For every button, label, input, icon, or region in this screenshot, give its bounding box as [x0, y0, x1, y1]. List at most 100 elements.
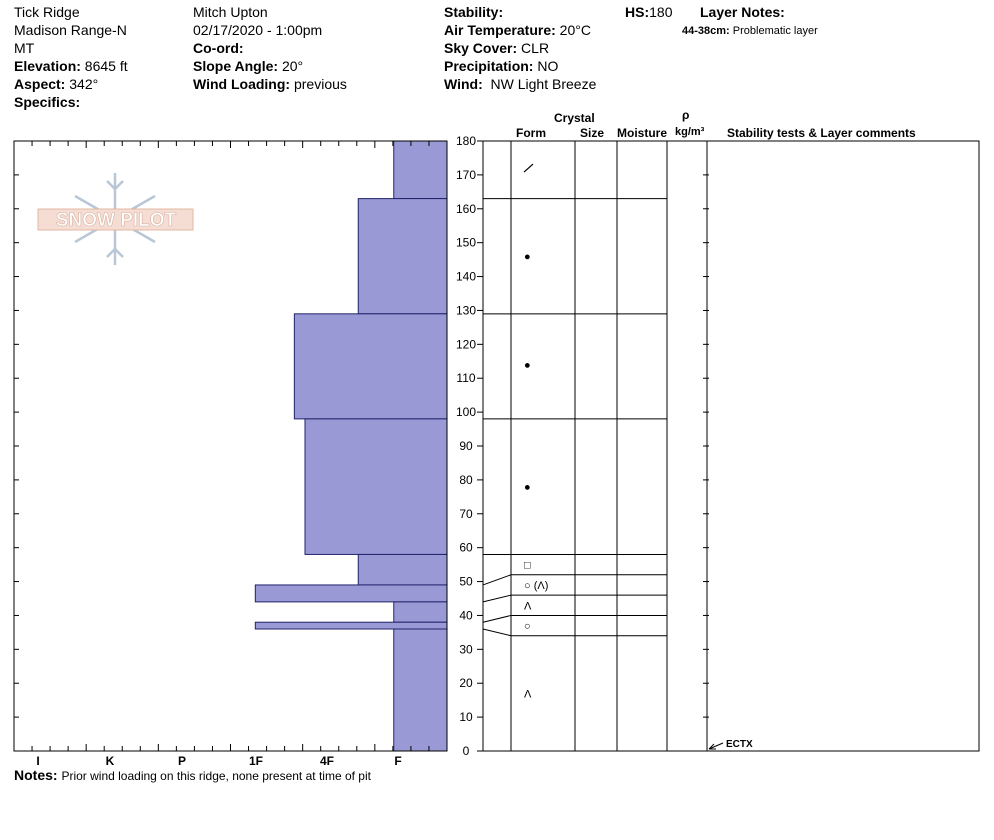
slope-field: Slope Angle: 20°	[193, 57, 303, 75]
air-temp-label: Air Temperature:	[444, 22, 556, 38]
air-temp-field: Air Temperature: 20°C	[444, 21, 591, 39]
layer-connector-line	[482, 594, 512, 603]
precip-value: NO	[537, 58, 559, 74]
observer-name: Mitch Upton	[193, 4, 268, 20]
precip-field: Precipitation: NO	[444, 57, 558, 75]
layer-table-frame	[482, 140, 980, 752]
layer-connector-line	[482, 574, 512, 586]
elevation-label: Elevation:	[14, 58, 81, 74]
hs-field: HS:180	[625, 3, 672, 21]
y-tick-label: 0	[463, 744, 470, 758]
layer-table: ● ● ● □ ○ (Λ) Λ ○ Λ	[482, 140, 980, 752]
sky-cover-value: CLR	[521, 40, 550, 56]
hardness-bar	[393, 601, 448, 623]
hs-label: HS:	[625, 4, 650, 20]
crystal-form-symbol: ●	[524, 251, 531, 263]
logo-text: SNOW PILOT	[56, 210, 177, 231]
y-tick-label: 100	[456, 405, 476, 419]
y-tick-label: 150	[456, 236, 476, 250]
range-name: Madison Range-N	[14, 22, 127, 38]
wind-label: Wind:	[444, 76, 483, 92]
chart-axes: I K P 1F 4F F 0 10 20 30 40 50 60 70 80 90 100 110 120 130 1…	[13, 134, 709, 768]
sky-cover-label: Sky Cover:	[444, 40, 518, 56]
y-tick-label: 110	[456, 371, 475, 385]
y-tick-label: 120	[456, 337, 476, 351]
x-tick-label: 4F	[320, 754, 334, 768]
ectx-arrow-head	[708, 743, 715, 750]
specifics-label: Specifics:	[14, 94, 81, 110]
location-name: Tick Ridge	[14, 4, 80, 20]
moisture-header: Moisture	[617, 126, 668, 140]
y-tick-label: 40	[459, 608, 473, 622]
hardness-bar	[254, 621, 448, 630]
precip-label: Precipitation:	[444, 58, 534, 74]
form-header: Form	[516, 126, 546, 140]
hardness-bar	[304, 418, 448, 555]
y-tick-label: 170	[456, 168, 476, 182]
aspect-label: Aspect:	[14, 76, 66, 92]
wind-field: Wind: NW Light Breeze	[444, 75, 596, 93]
crystal-header: Crystal	[554, 111, 595, 125]
hs-value: 180	[649, 4, 673, 20]
hardness-bar	[393, 140, 448, 200]
crystal-form-symbol: ●	[524, 360, 531, 372]
stability-comments-header: Stability tests & Layer comments	[727, 126, 916, 140]
x-tick-label: K	[106, 754, 115, 768]
y-tick-label: 70	[459, 507, 473, 521]
hardness-bar	[357, 553, 448, 586]
hardness-bar	[254, 584, 448, 603]
ectx-arrow	[708, 742, 724, 750]
density-unit-header: kg/m³	[675, 126, 705, 138]
crystal-form-symbol: ○	[524, 621, 531, 633]
sky-cover-field: Sky Cover: CLR	[444, 39, 549, 57]
y-tick-label: 20	[459, 676, 473, 690]
slope-value: 20°	[281, 58, 304, 74]
coord-label: Co-ord:	[193, 40, 244, 56]
x-tick-label: I	[36, 754, 39, 768]
size-header: Size	[580, 126, 605, 140]
x-tick-label: F	[394, 754, 401, 768]
crystal-form-symbol	[523, 163, 534, 173]
layer-connector-line	[482, 614, 512, 623]
stability-label: Stability:	[444, 4, 504, 20]
slope-label: Slope Angle:	[193, 58, 279, 74]
crystal-form-symbol: ●	[524, 482, 531, 494]
crystal-form-symbol: ○ (Λ)	[524, 580, 548, 592]
aspect-value: 342°	[69, 76, 99, 92]
observation-datetime: 02/17/2020 - 1:00pm	[193, 22, 323, 38]
layer-note-text: Problematic layer	[732, 25, 818, 37]
y-tick-label: 160	[456, 202, 476, 216]
notes-text: Prior wind loading on this ridge, none p…	[61, 769, 371, 783]
aspect-field: Aspect: 342°	[14, 75, 98, 93]
y-tick-label: 140	[456, 270, 476, 284]
hardness-bar	[357, 198, 448, 315]
y-tick-label: 180	[456, 134, 476, 148]
hardness-bar	[293, 313, 448, 420]
wind-loading-field: Wind Loading: previous	[193, 75, 347, 93]
y-tick-label: 30	[459, 642, 473, 656]
y-tick-label: 130	[456, 303, 476, 317]
y-tick-label: 90	[459, 439, 473, 453]
elevation-field: Elevation: 8645 ft	[14, 57, 128, 75]
layer-note: 44-38cm: Problematic layer	[682, 22, 818, 40]
logo-banner	[37, 208, 194, 231]
y-tick-label: 80	[459, 473, 473, 487]
rho-header: ρ	[682, 108, 690, 122]
crystal-form-symbol: Λ	[524, 600, 532, 612]
wind-loading-label: Wind Loading:	[193, 76, 291, 92]
y-tick-label: 10	[459, 710, 473, 724]
y-tick-label: 50	[459, 575, 473, 589]
x-tick-label: P	[178, 754, 186, 768]
layer-note-depth: 44-38cm:	[682, 25, 730, 37]
notes-label: Notes:	[14, 767, 58, 783]
wind-loading-value: previous	[293, 76, 347, 92]
hardness-bar	[393, 628, 448, 752]
stability-test-ectx: ECTX	[726, 739, 753, 750]
state-name: MT	[14, 40, 35, 56]
wind-value: NW Light Breeze	[490, 76, 597, 92]
elevation-value: 8645 ft	[84, 58, 128, 74]
crystal-form-symbol: □	[524, 560, 531, 572]
notes-field: Notes: Prior wind loading on this ridge,…	[14, 766, 371, 785]
x-tick-label: 1F	[249, 754, 263, 768]
